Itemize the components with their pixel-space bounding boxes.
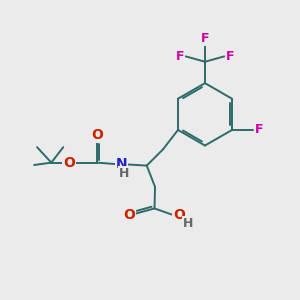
Text: O: O xyxy=(91,128,103,142)
Text: H: H xyxy=(183,217,193,230)
Text: O: O xyxy=(173,208,185,222)
Text: H: H xyxy=(118,167,129,180)
Text: F: F xyxy=(176,50,184,63)
Text: F: F xyxy=(225,50,234,63)
Text: O: O xyxy=(63,156,75,170)
Text: N: N xyxy=(116,157,127,171)
Text: F: F xyxy=(255,123,264,136)
Text: O: O xyxy=(123,208,135,222)
Text: F: F xyxy=(201,32,209,45)
